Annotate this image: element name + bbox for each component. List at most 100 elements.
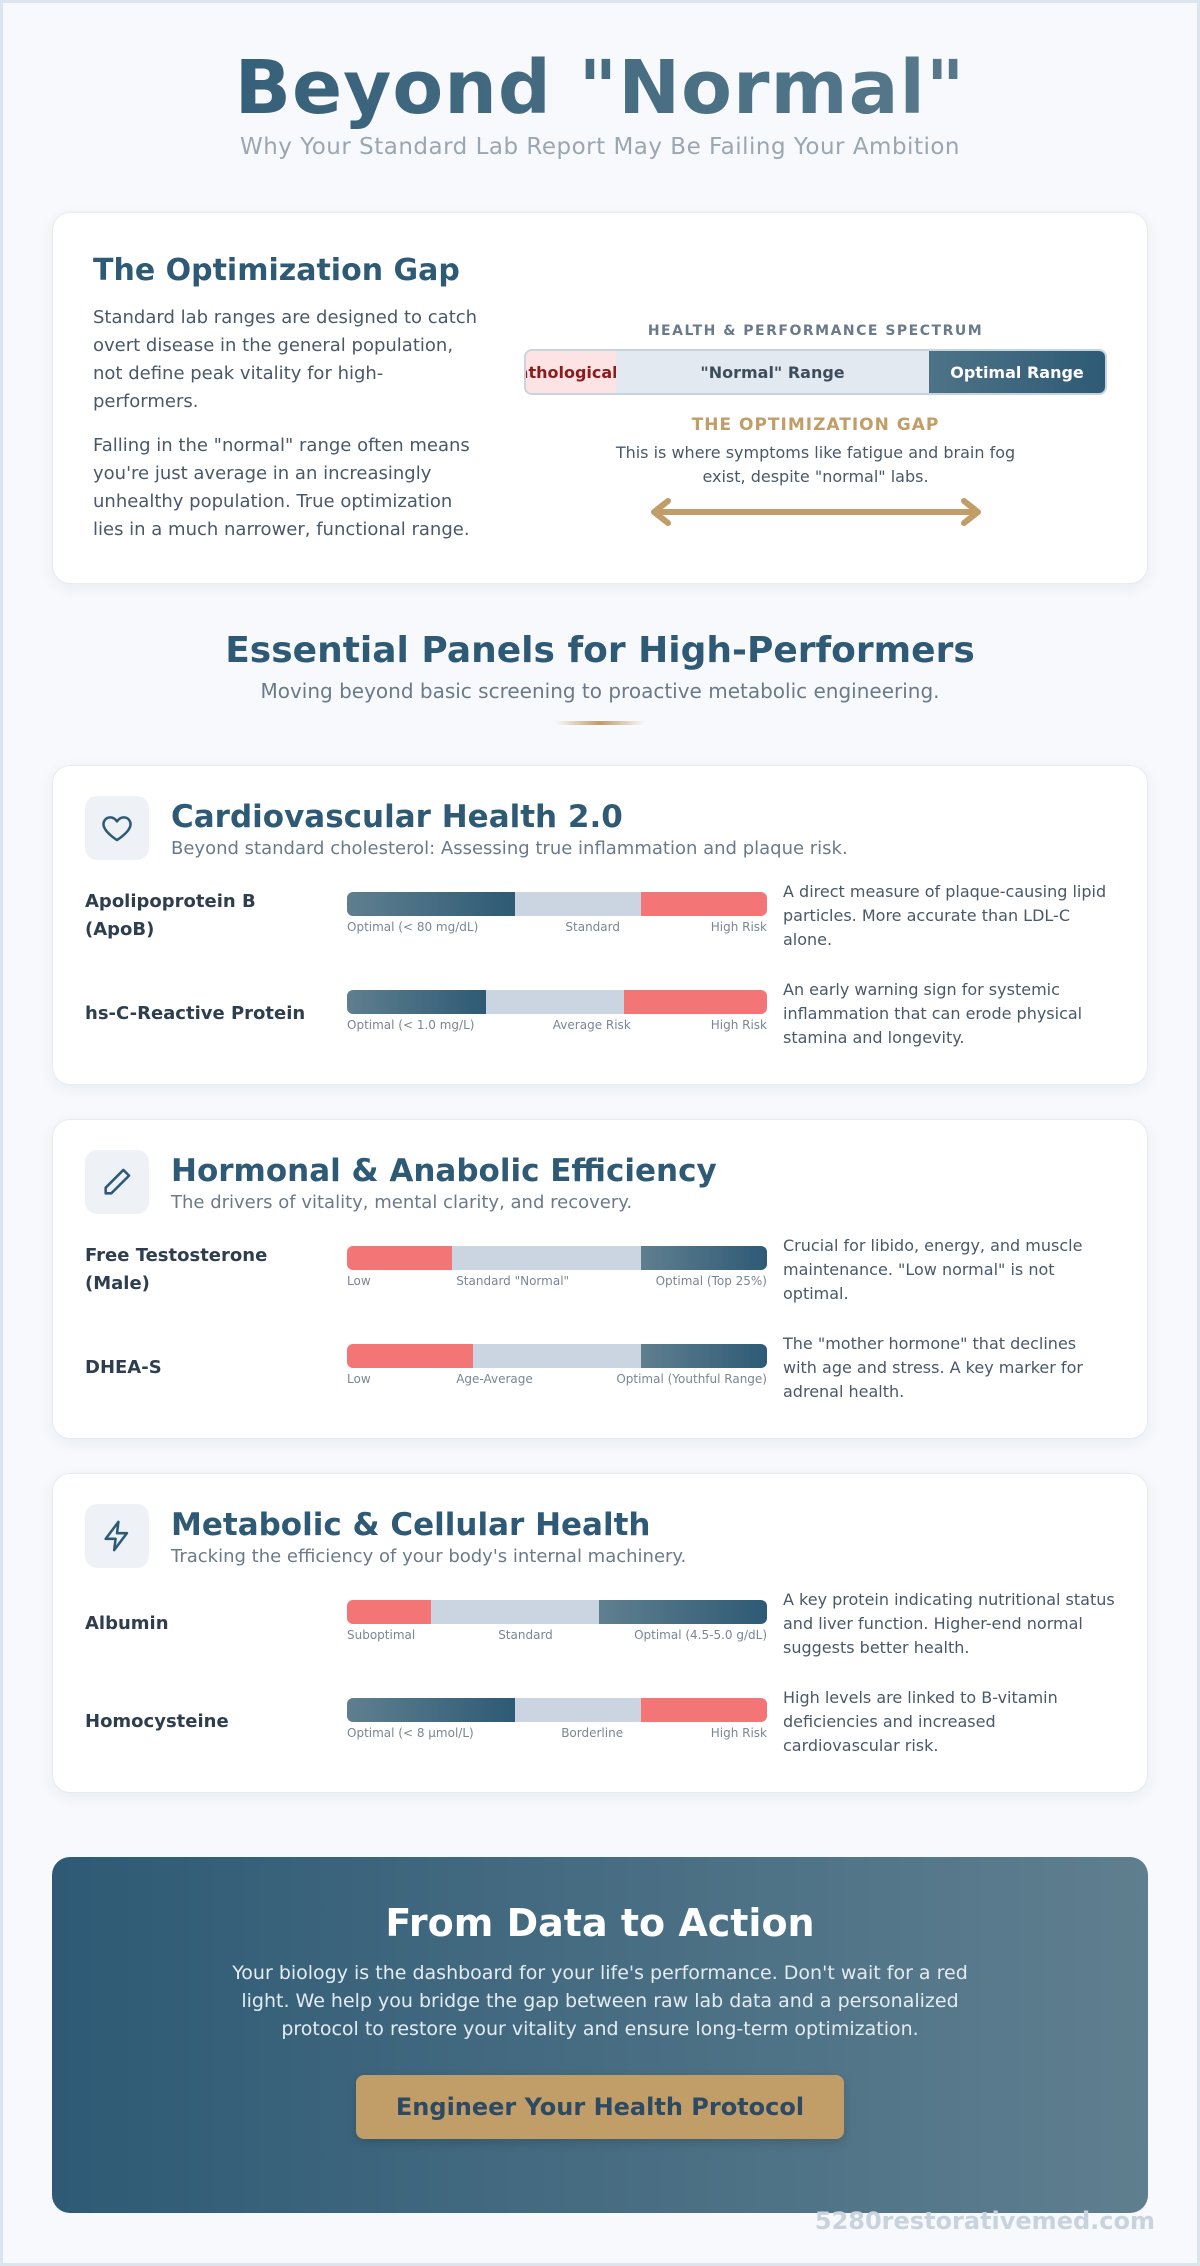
range-labels: Optimal (< 1.0 mg/L) Average Risk High R… [347, 1018, 767, 1038]
range-segment-standard [515, 892, 641, 916]
range-segment-optimal [347, 990, 486, 1014]
range-segment-high-risk [641, 892, 767, 916]
range-label-right: High Risk [710, 1018, 767, 1032]
essentials-title: Essential Panels for High-Performers [225, 630, 975, 671]
range-segment-standard [431, 1600, 599, 1624]
range-bar-track [347, 990, 767, 1014]
range-bar: Optimal (< 8 μmol/L) Borderline High Ris… [347, 1698, 767, 1746]
range-label-right: Optimal (Top 25%) [655, 1274, 767, 1288]
gap-title: The Optimization Gap [93, 253, 460, 288]
range-label-left: Suboptimal [347, 1628, 416, 1642]
spectrum-bar: Pathological "Normal" Range Optimal Rang… [524, 349, 1107, 395]
marker-row: Free Testosterone (Male) Low Standard "N… [85, 1234, 1115, 1306]
range-label-left: Optimal (< 8 μmol/L) [347, 1726, 474, 1740]
page: Beyond "Normal" Why Your Standard Lab Re… [52, 44, 1148, 2213]
range-bar: Optimal (< 80 mg/dL) Standard High Risk [347, 892, 767, 940]
marker-list: Albumin Suboptimal Standard Optimal (4.5… [85, 1588, 1115, 1758]
engineer-protocol-button[interactable]: Engineer Your Health Protocol [355, 2075, 845, 2139]
panel-titles: Hormonal & Anabolic Efficiency The drive… [171, 1152, 717, 1213]
gap-text: The Optimization Gap Standard lab ranges… [93, 253, 488, 543]
gap-description: This is where symptoms like fatigue and … [615, 443, 1016, 486]
cta-text: Your biology is the dashboard for your l… [232, 1962, 968, 2040]
panel-header: Cardiovascular Health 2.0 Beyond standar… [85, 796, 1115, 860]
spectrum-title: HEALTH & PERFORMANCE SPECTRUM [647, 323, 984, 339]
page-title: Beyond "Normal" [52, 44, 1148, 132]
marker-name: Albumin [85, 1613, 169, 1634]
panel-title: Hormonal & Anabolic Efficiency [171, 1152, 717, 1189]
panel-description: Tracking the efficiency of your body's i… [171, 1545, 687, 1567]
range-segment-optimal [347, 892, 515, 916]
range-segment-optimal [641, 1344, 767, 1368]
range-label-left: Low [347, 1372, 371, 1386]
panel-hormonal: Hormonal & Anabolic Efficiency The drive… [52, 1119, 1148, 1439]
range-labels: Low Standard "Normal" Optimal (Top 25%) [347, 1274, 767, 1294]
marker-description: The "mother hormone" that declines with … [783, 1334, 1083, 1401]
essentials-heading: Essential Panels for High-Performers Mov… [52, 630, 1148, 725]
panel-description: The drivers of vitality, mental clarity,… [171, 1191, 633, 1213]
range-segment-age-average [473, 1344, 641, 1368]
range-bar-track [347, 1344, 767, 1368]
range-label-left: Optimal (< 1.0 mg/L) [347, 1018, 475, 1032]
range-segment-low [347, 1246, 452, 1270]
range-segment-high-risk [624, 990, 767, 1014]
range-label-left: Low [347, 1274, 371, 1288]
range-bar: Low Age-Average Optimal (Youthful Range) [347, 1344, 767, 1392]
spectrum-segment-normal: "Normal" Range [616, 351, 929, 393]
range-bar-track [347, 1600, 767, 1624]
range-bar: Low Standard "Normal" Optimal (Top 25%) [347, 1246, 767, 1294]
pathological-label: Pathological [526, 362, 616, 382]
marker-row: Albumin Suboptimal Standard Optimal (4.5… [85, 1588, 1115, 1660]
range-segment-standard [452, 1246, 641, 1270]
range-bar-track [347, 1246, 767, 1270]
optimization-gap-card: The Optimization Gap Standard lab ranges… [52, 212, 1148, 584]
range-label-middle: Standard "Normal" [456, 1274, 570, 1288]
cta-section: From Data to Action Your biology is the … [52, 1857, 1148, 2213]
lightning-icon [85, 1504, 149, 1568]
panels: Cardiovascular Health 2.0 Beyond standar… [52, 765, 1148, 1793]
range-label-right: Optimal (Youthful Range) [616, 1372, 767, 1386]
range-label-right: Optimal (4.5-5.0 g/dL) [634, 1628, 767, 1642]
gap-label: THE OPTIMIZATION GAP [691, 415, 940, 435]
panel-metabolic: Metabolic & Cellular Health Tracking the… [52, 1473, 1148, 1793]
marker-list: Free Testosterone (Male) Low Standard "N… [85, 1234, 1115, 1404]
cta-title: From Data to Action [385, 1901, 815, 1945]
range-segment-optimal [599, 1600, 767, 1624]
gap-paragraph-2: Falling in the "normal" range often mean… [93, 435, 470, 540]
marker-name: Free Testosterone (Male) [85, 1245, 268, 1294]
marker-name: hs-C-Reactive Protein [85, 1003, 306, 1024]
marker-row: hs-C-Reactive Protein Optimal (< 1.0 mg/… [85, 978, 1115, 1050]
marker-name: DHEA-S [85, 1357, 162, 1378]
panel-header: Metabolic & Cellular Health Tracking the… [85, 1504, 1115, 1568]
page-subtitle: Why Your Standard Lab Report May Be Fail… [239, 134, 961, 160]
range-segment-optimal [641, 1246, 767, 1270]
panel-cardiovascular: Cardiovascular Health 2.0 Beyond standar… [52, 765, 1148, 1085]
panel-titles: Metabolic & Cellular Health Tracking the… [171, 1506, 686, 1567]
marker-description: High levels are linked to B-vitamin defi… [783, 1688, 1058, 1755]
range-segment-borderline [515, 1698, 641, 1722]
range-segment-optimal [347, 1698, 515, 1722]
range-label-middle: Borderline [561, 1726, 624, 1740]
spectrum-segment-optimal: Optimal Range [929, 351, 1105, 393]
marker-row: Homocysteine Optimal (< 8 μmol/L) Border… [85, 1686, 1115, 1758]
range-label-middle: Average Risk [552, 1018, 631, 1032]
panel-header: Hormonal & Anabolic Efficiency The drive… [85, 1150, 1115, 1214]
essentials-subtitle: Moving beyond basic screening to proacti… [260, 679, 940, 703]
panel-title: Metabolic & Cellular Health [171, 1506, 651, 1543]
range-labels: Suboptimal Standard Optimal (4.5-5.0 g/d… [347, 1628, 767, 1648]
range-bar: Optimal (< 1.0 mg/L) Average Risk High R… [347, 990, 767, 1038]
range-label-right: High Risk [710, 1726, 767, 1740]
panel-titles: Cardiovascular Health 2.0 Beyond standar… [171, 798, 848, 859]
marker-name: Homocysteine [85, 1711, 229, 1732]
panel-description: Beyond standard cholesterol: Assessing t… [171, 837, 848, 859]
range-label-middle: Standard [498, 1628, 553, 1642]
double-arrow-icon [524, 497, 1107, 527]
range-bar-track [347, 1698, 767, 1722]
panel-title: Cardiovascular Health 2.0 [171, 798, 623, 835]
range-label-right: High Risk [710, 920, 767, 934]
spectrum-segment-pathological: Pathological [526, 351, 616, 393]
range-bar: Suboptimal Standard Optimal (4.5-5.0 g/d… [347, 1600, 767, 1648]
marker-description: A direct measure of plaque-causing lipid… [783, 882, 1107, 949]
range-label-left: Optimal (< 80 mg/dL) [347, 920, 479, 934]
range-segment-average [485, 990, 625, 1014]
range-labels: Optimal (< 8 μmol/L) Borderline High Ris… [347, 1726, 767, 1746]
